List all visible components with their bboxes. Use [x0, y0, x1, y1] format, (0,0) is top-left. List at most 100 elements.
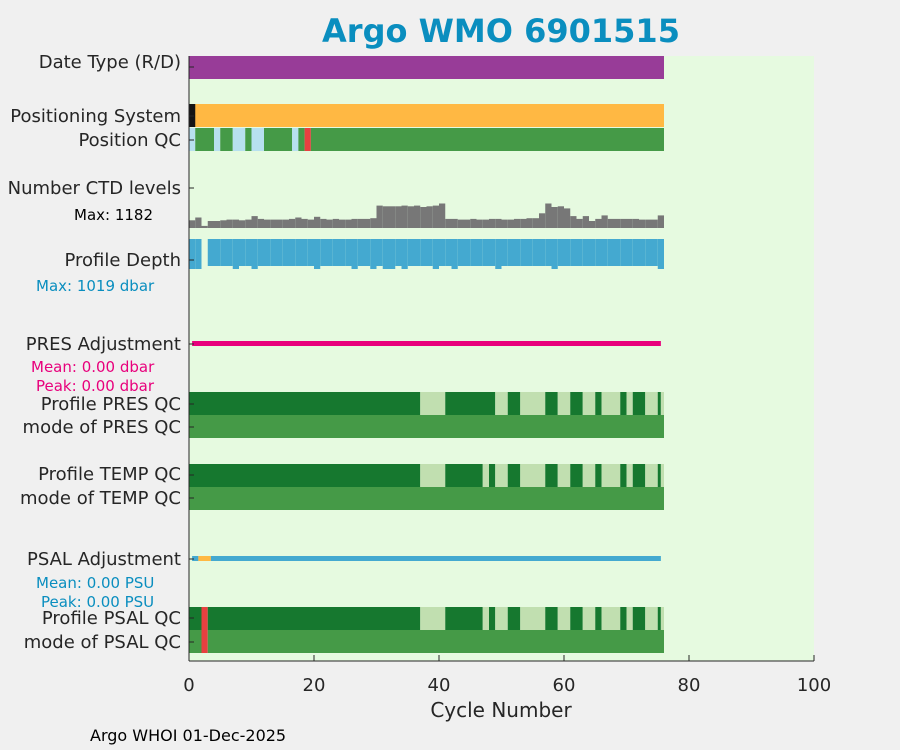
- profile-temp-qc-segment-5: [495, 464, 508, 487]
- ctd-level-bar-56: [532, 218, 539, 228]
- ctd-level-bar-3: [201, 225, 208, 228]
- depth-bar-68: [607, 239, 614, 266]
- row-label-profile-pres-qc: Profile PRES QC: [40, 394, 181, 415]
- ctd-level-bar-59: [551, 207, 558, 228]
- depth-bar-7: [226, 239, 233, 266]
- depth-bar-14: [270, 239, 277, 266]
- ctd-level-bar-63: [576, 218, 583, 228]
- row-label-mode-pres-qc: mode of PRES QC: [22, 417, 181, 438]
- ctd-level-bar-51: [501, 219, 508, 228]
- profile-temp-qc-segment-2: [445, 464, 483, 487]
- pres-adjustment-line: [192, 341, 661, 346]
- ctd-level-bar-9: [239, 220, 246, 228]
- mode-pres-qc-bar: [189, 415, 664, 438]
- psal-adjustment-segment-1: [198, 556, 211, 561]
- ctd-level-bar-27: [351, 218, 358, 228]
- depth-bar-54: [520, 239, 527, 266]
- ctd-level-bar-33: [389, 206, 396, 228]
- depth-bar-64: [582, 239, 589, 266]
- profile-pres-qc-segment-1: [420, 392, 446, 415]
- depth-bar-27: [351, 239, 358, 269]
- ctd-level-bar-58: [545, 203, 552, 228]
- depth-bar-69: [614, 239, 621, 266]
- depth-bar-47: [476, 239, 483, 266]
- psal-adjustment-segment-2: [210, 556, 661, 561]
- mode-temp-qc-bar: [189, 487, 664, 510]
- profile-psal-qc-segment-5: [482, 607, 489, 630]
- ctd-level-bar-73: [639, 219, 646, 228]
- ctd-level-bar-24: [332, 218, 339, 228]
- depth-bar-40: [432, 239, 439, 269]
- profile-psal-qc-segment-7: [495, 607, 508, 630]
- ctd-level-bar-11: [251, 216, 258, 228]
- profile-psal-qc-segment-8: [507, 607, 521, 630]
- depth-bar-18: [295, 239, 302, 266]
- ctd-level-bar-22: [320, 218, 327, 228]
- profile-temp-qc-segment-8: [545, 464, 558, 487]
- profile-psal-qc-segment-6: [489, 607, 496, 630]
- ctd-level-bar-25: [339, 219, 346, 228]
- profile-psal-qc-segment-16: [620, 607, 627, 630]
- footer-credit: Argo WHOI 01-Dec-2025: [90, 726, 287, 745]
- depth-bar-52: [507, 239, 514, 266]
- position-qc-segment-4: [232, 128, 246, 151]
- depth-bar-60: [557, 239, 564, 266]
- ctd-level-bar-60: [557, 206, 564, 228]
- position-qc-segment-10: [304, 128, 311, 151]
- profile-psal-qc-segment-17: [626, 607, 633, 630]
- ctd-level-bar-37: [414, 205, 421, 228]
- depth-bar-34: [395, 239, 402, 266]
- depth-bar-38: [420, 239, 427, 266]
- profile-temp-qc-segment-12: [595, 464, 602, 487]
- depth-bar-75: [651, 239, 658, 266]
- ctd-level-bar-18: [295, 217, 302, 228]
- depth-bar-44: [457, 239, 464, 266]
- profile-pres-qc-segment-13: [626, 392, 633, 415]
- ctd-level-bar-20: [307, 219, 314, 228]
- depth-bar-24: [332, 239, 339, 266]
- ctd-level-bar-15: [276, 219, 283, 228]
- position-qc-segment-8: [292, 128, 299, 151]
- profile-pres-qc-segment-4: [507, 392, 521, 415]
- depth-bar-36: [407, 239, 414, 266]
- x-tick-label-100: 100: [797, 675, 831, 696]
- profile-psal-qc-segment-3: [420, 607, 446, 630]
- ctd-level-bar-13: [264, 219, 271, 228]
- ctd-level-bar-67: [601, 215, 608, 228]
- row-label-position-qc: Position QC: [78, 130, 181, 151]
- profile-temp-qc-segment-0: [189, 464, 421, 487]
- profile-psal-qc-segment-0: [189, 607, 202, 630]
- row-label-profile-depth: Profile Depth: [64, 250, 181, 271]
- depth-bar-19: [301, 239, 308, 266]
- profile-psal-qc-segment-20: [657, 607, 661, 630]
- depth-bar-16: [282, 239, 289, 266]
- depth-bar-74: [645, 239, 652, 266]
- depth-bar-43: [451, 239, 458, 269]
- profile-pres-qc-segment-2: [445, 392, 496, 415]
- row-label-pres-adjustment: PRES Adjustment: [25, 334, 181, 355]
- psal-adjustment-segment-0: [192, 556, 199, 561]
- depth-bar-32: [382, 239, 389, 269]
- ctd-level-bar-1: [189, 220, 196, 228]
- ctd-level-bar-75: [651, 219, 658, 228]
- row-label-profile-temp-qc: Profile TEMP QC: [38, 464, 181, 485]
- ctd-level-bar-52: [507, 219, 514, 228]
- profile-pres-qc-segment-0: [189, 392, 421, 415]
- ctd-level-bar-53: [514, 218, 521, 228]
- profile-psal-qc-segment-11: [557, 607, 571, 630]
- ctd-level-bar-6: [220, 220, 227, 228]
- x-tick-label-60: 60: [553, 675, 576, 696]
- mode-psal-qc-segment-0: [189, 630, 202, 653]
- ctd-level-bar-76: [657, 215, 664, 228]
- ctd-level-bar-65: [589, 221, 596, 228]
- depth-bar-8: [232, 239, 239, 269]
- ctd-level-bar-44: [457, 219, 464, 228]
- chart-title: Argo WMO 6901515: [322, 12, 680, 50]
- psal-peak-label: Peak: 0.00 PSU: [41, 593, 155, 611]
- profile-temp-qc-segment-17: [645, 464, 658, 487]
- profile-pres-qc-segment-9: [582, 392, 596, 415]
- depth-bar-5: [214, 239, 221, 266]
- position-qc-segment-5: [245, 128, 252, 151]
- depth-bar-45: [464, 239, 471, 266]
- profile-temp-qc-segment-19: [660, 464, 664, 487]
